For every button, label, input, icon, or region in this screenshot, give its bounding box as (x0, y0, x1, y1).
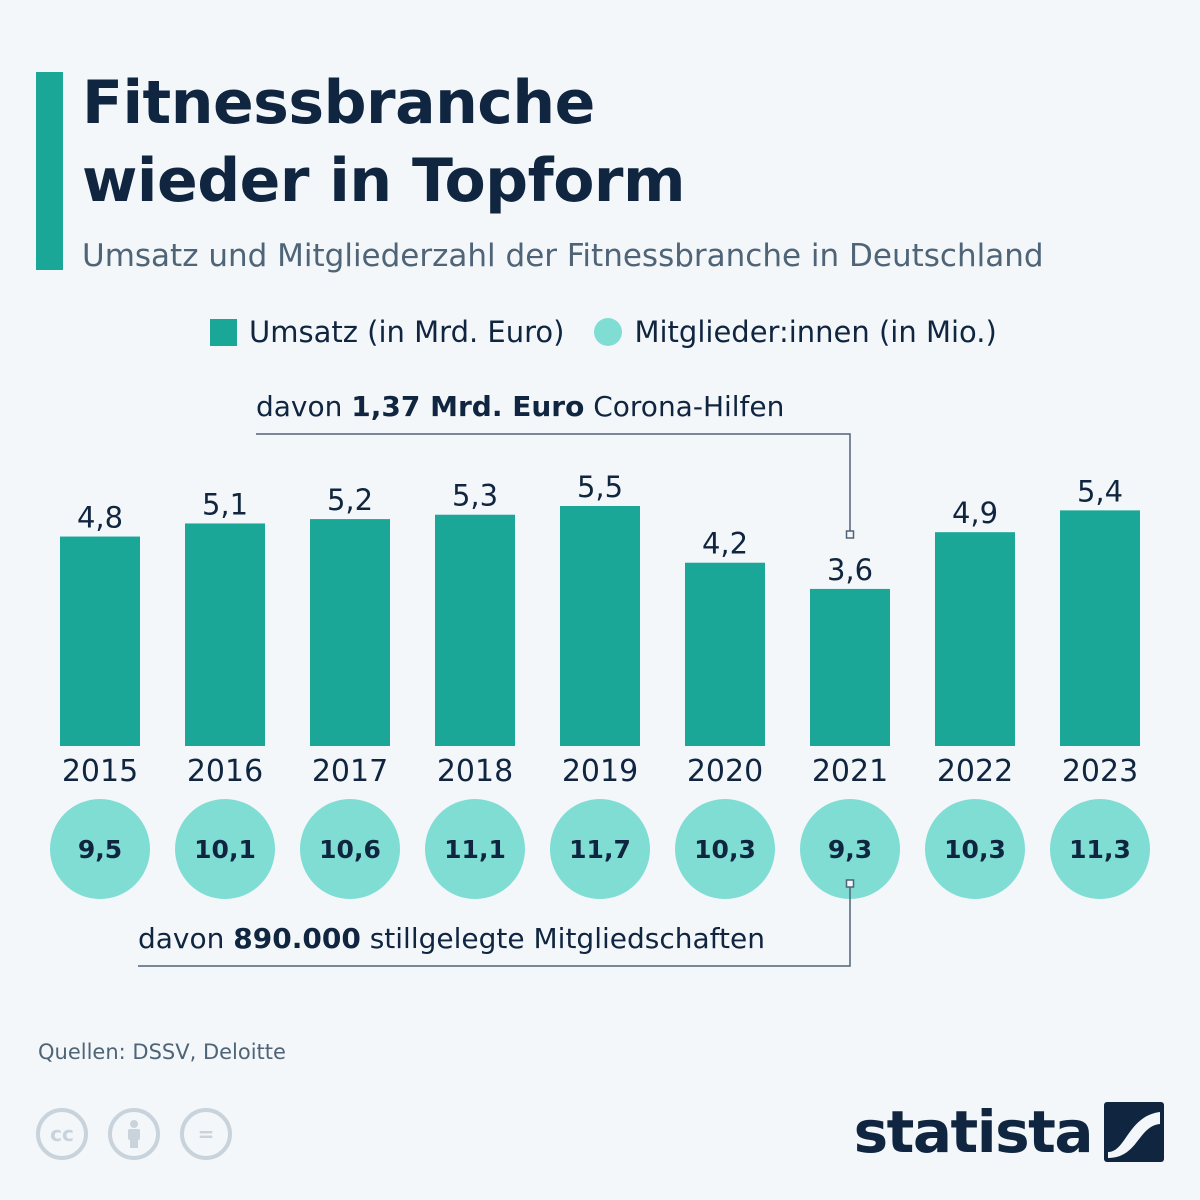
statista-logo: statista (854, 1098, 1164, 1166)
member-value-label-2016: 10,1 (194, 835, 256, 864)
member-circle-2021 (800, 799, 900, 899)
license-icons: cc = (36, 1108, 252, 1160)
member-value-label-2023: 11,3 (1069, 835, 1131, 864)
bar-value-label-2015: 4,8 (77, 501, 123, 535)
bar-revenue-2023 (1060, 510, 1140, 746)
nd-icon: = (180, 1108, 232, 1160)
x-tick-label-2019: 2019 (562, 754, 638, 789)
member-value-label-2017: 10,6 (319, 835, 381, 864)
annotation-paused-memberships: davon 890.000 stillgelegte Mitgliedschaf… (138, 922, 765, 955)
x-tick-label-2022: 2022 (937, 754, 1013, 789)
member-circle-2017 (300, 799, 400, 899)
cc-icon: cc (36, 1108, 88, 1160)
legend-label-members: Mitglieder:innen (in Mio.) (634, 315, 997, 349)
member-circle-2023 (1050, 799, 1150, 899)
annotation-corona-aid-pre: davon (256, 390, 352, 423)
annotation-corona-aid-amount: 1,37 Mrd. Euro (351, 390, 585, 423)
bar-value-label-2020: 4,2 (702, 527, 748, 561)
bar-value-label-2017: 5,2 (327, 483, 373, 517)
annotation-corona-aid-post: Corona-Hilfen (584, 390, 785, 423)
bar-value-label-2023: 5,4 (1077, 474, 1123, 508)
legend-item-members: Mitglieder:innen (in Mio.) (594, 315, 997, 349)
member-circle-2016 (175, 799, 275, 899)
member-value-label-2020: 10,3 (694, 835, 756, 864)
by-icon (108, 1108, 160, 1160)
member-value-label-2019: 11,7 (569, 835, 631, 864)
connector-marker-paused-memberships (845, 879, 855, 888)
x-tick-label-2021: 2021 (812, 754, 888, 789)
bar-value-label-2022: 4,9 (952, 496, 998, 530)
legend-circle-swatch (594, 318, 623, 346)
statista-logo-icon (1104, 1102, 1164, 1162)
annotation-corona-aid: davon 1,37 Mrd. Euro Corona-Hilfen (256, 390, 784, 423)
source-note: Quellen: DSSV, Deloitte (38, 1040, 286, 1064)
bar-value-label-2019: 5,5 (577, 470, 623, 504)
member-value-label-2015: 9,5 (78, 835, 122, 864)
x-tick-label-2017: 2017 (312, 754, 388, 789)
x-tick-label-2020: 2020 (687, 754, 763, 789)
bar-revenue-2022 (935, 532, 1015, 746)
member-circle-2019 (550, 799, 650, 899)
annotation-paused-memberships-post: stillgelegte Mitgliedschaften (360, 922, 765, 955)
bar-revenue-2018 (435, 514, 515, 746)
member-circle-2022 (925, 799, 1025, 899)
legend-label-revenue: Umsatz (in Mrd. Euro) (249, 315, 565, 349)
bar-value-label-2021: 3,6 (827, 553, 873, 587)
annotation-paused-memberships-pre: davon (138, 922, 234, 955)
bar-revenue-2021 (810, 588, 890, 746)
bar-revenue-2016 (185, 523, 265, 746)
bar-revenue-2019 (560, 506, 640, 746)
bar-revenue-2015 (60, 536, 140, 746)
statista-wordmark: statista (853, 1098, 1094, 1166)
member-circle-2015 (50, 799, 150, 899)
member-value-label-2022: 10,3 (944, 835, 1006, 864)
legend-item-revenue: Umsatz (in Mrd. Euro) (210, 315, 564, 349)
x-tick-label-2018: 2018 (437, 754, 513, 789)
legend: Umsatz (in Mrd. Euro) Mitglieder:innen (… (210, 312, 1027, 352)
accent-bar (36, 72, 63, 270)
bar-revenue-2020 (685, 562, 765, 746)
member-circle-2018 (425, 799, 525, 899)
chart-title: Fitnessbranche wieder in Topform (82, 68, 686, 216)
connector-marker-corona-aid (845, 530, 855, 539)
bar-value-label-2016: 5,1 (202, 487, 248, 521)
chart-area: 4,8 2015 9,5 5,1 2016 10,1 5,2 2017 10,6 5,3 2018 1… (50, 433, 1150, 967)
x-tick-label-2015: 2015 (62, 754, 138, 789)
member-circle-2020 (675, 799, 775, 899)
bar-revenue-2017 (310, 519, 390, 746)
legend-square-swatch (210, 318, 237, 346)
x-tick-label-2016: 2016 (187, 754, 263, 789)
member-value-label-2018: 11,1 (444, 835, 506, 864)
connector-line-paused-memberships (138, 885, 851, 967)
member-value-label-2021: 9,3 (828, 835, 872, 864)
connector-line-corona-aid (256, 433, 851, 531)
x-tick-label-2023: 2023 (1062, 754, 1138, 789)
chart-subtitle: Umsatz und Mitgliederzahl der Fitnessbra… (82, 238, 1044, 274)
bar-value-label-2018: 5,3 (452, 479, 498, 513)
annotation-paused-memberships-count: 890.000 (233, 922, 361, 955)
